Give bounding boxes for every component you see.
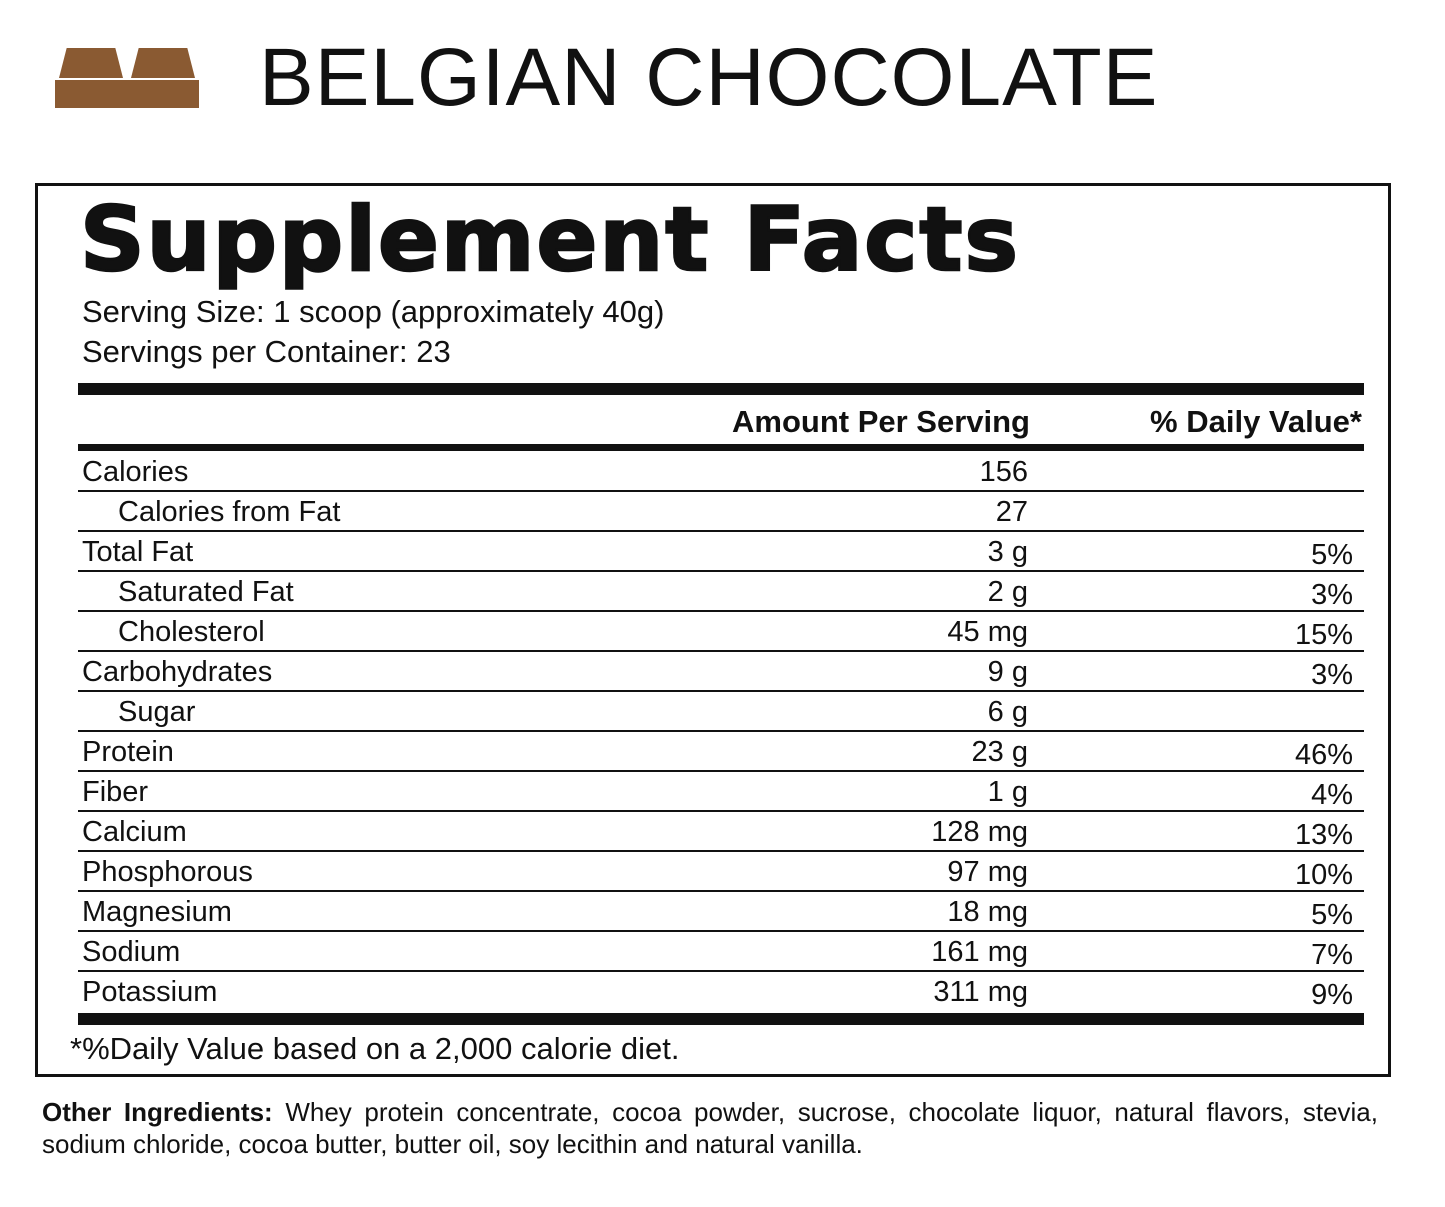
daily-value-footnote: *%Daily Value based on a 2,000 calorie d… [70,1031,680,1066]
nutrient-name: Calories [82,456,189,488]
header-divider [78,444,1364,451]
product-title: BELGIAN CHOCOLATE [259,32,1159,123]
amount-column-header: Amount Per Serving [732,404,1030,439]
nutrient-name: Phosphorous [82,856,253,888]
nutrient-row: Calories from Fat 27 [78,492,1364,532]
product-header: BELGIAN CHOCOLATE [55,28,1158,128]
ingredients-label: Other Ingredients: [42,1097,273,1127]
daily-value-column-header: % Daily Value* [1150,404,1362,439]
nutrient-row: Phosphorous 97 mg 10% [78,852,1364,892]
nutrient-row: Cholesterol 45 mg 15% [78,612,1364,652]
other-ingredients: Other Ingredients: Whey protein concentr… [42,1096,1378,1160]
nutrient-name: Total Fat [82,536,194,568]
ingredients-text: Whey protein concentrate, cocoa powder, … [42,1097,1378,1159]
nutrient-daily-value: 4% [1311,779,1353,811]
serving-size: Serving Size: 1 scoop (approximately 40g… [82,294,665,329]
top-divider [78,383,1364,395]
nutrient-row: Saturated Fat 2 g 3% [78,572,1364,612]
nutrient-name: Calories from Fat [118,496,341,528]
nutrient-amount: 156 [979,456,1028,488]
nutrient-daily-value: 9% [1311,979,1353,1011]
nutrient-row: Fiber 1 g 4% [78,772,1364,812]
nutrient-amount: 161 mg [931,936,1028,968]
nutrient-row: Total Fat 3 g 5% [78,532,1364,572]
nutrient-name: Cholesterol [118,616,265,648]
nutrient-name: Magnesium [82,896,232,928]
nutrient-row: Calories 156 [78,452,1364,492]
nutrient-row: Potassium 311 mg 9% [78,972,1364,1012]
nutrient-amount: 27 [995,496,1028,528]
bottom-divider [78,1013,1364,1025]
nutrient-row: Protein 23 g 46% [78,732,1364,772]
nutrient-daily-value: 3% [1311,579,1353,611]
nutrient-daily-value: 13% [1294,819,1353,851]
nutrient-amount: 1 g [987,776,1028,808]
nutrient-amount: 18 mg [947,896,1028,928]
nutrient-row: Sugar 6 g [78,692,1364,732]
nutrient-table: Calories 156 Calories from Fat 27 Total Fat 3… [78,452,1364,1012]
nutrient-name: Sugar [118,696,196,728]
servings-per-container: Servings per Container: 23 [82,334,451,369]
chocolate-piece-left [59,48,123,78]
nutrient-daily-value: 15% [1294,619,1353,651]
nutrient-amount: 128 mg [931,816,1028,848]
nutrient-amount: 311 mg [933,976,1028,1008]
nutrient-amount: 97 mg [947,856,1028,888]
nutrient-row: Calcium 128 mg 13% [78,812,1364,852]
nutrient-daily-value: 7% [1311,939,1353,971]
nutrient-daily-value: 5% [1311,539,1353,571]
chocolate-piece-right [131,48,195,78]
nutrient-name: Saturated Fat [118,576,294,608]
chocolate-bar-icon [55,48,199,108]
nutrient-name: Carbohydrates [82,656,273,688]
nutrient-daily-value: 5% [1311,899,1353,931]
nutrient-amount: 2 g [987,576,1028,608]
nutrient-amount: 9 g [987,656,1028,688]
nutrient-amount: 23 g [971,736,1028,768]
nutrient-row: Sodium 161 mg 7% [78,932,1364,972]
supplement-facts-panel: Supplement Facts Serving Size: 1 scoop (… [35,183,1391,1077]
nutrient-row: Magnesium 18 mg 5% [78,892,1364,932]
nutrient-daily-value: 3% [1311,659,1353,691]
nutrient-amount: 45 mg [947,616,1028,648]
nutrient-daily-value: 10% [1294,859,1353,891]
nutrient-row: Carbohydrates 9 g 3% [78,652,1364,692]
nutrient-name: Potassium [82,976,218,1008]
nutrient-name: Protein [82,736,174,768]
nutrient-name: Sodium [82,936,181,968]
nutrient-amount: 3 g [987,536,1028,568]
nutrient-name: Calcium [82,816,187,848]
panel-title: Supplement Facts [79,188,1020,291]
serving-info: Serving Size: 1 scoop (approximately 40g… [82,292,664,372]
nutrient-amount: 6 g [987,696,1028,728]
chocolate-base [55,80,199,108]
nutrient-daily-value: 46% [1294,739,1353,771]
nutrient-name: Fiber [82,776,149,808]
